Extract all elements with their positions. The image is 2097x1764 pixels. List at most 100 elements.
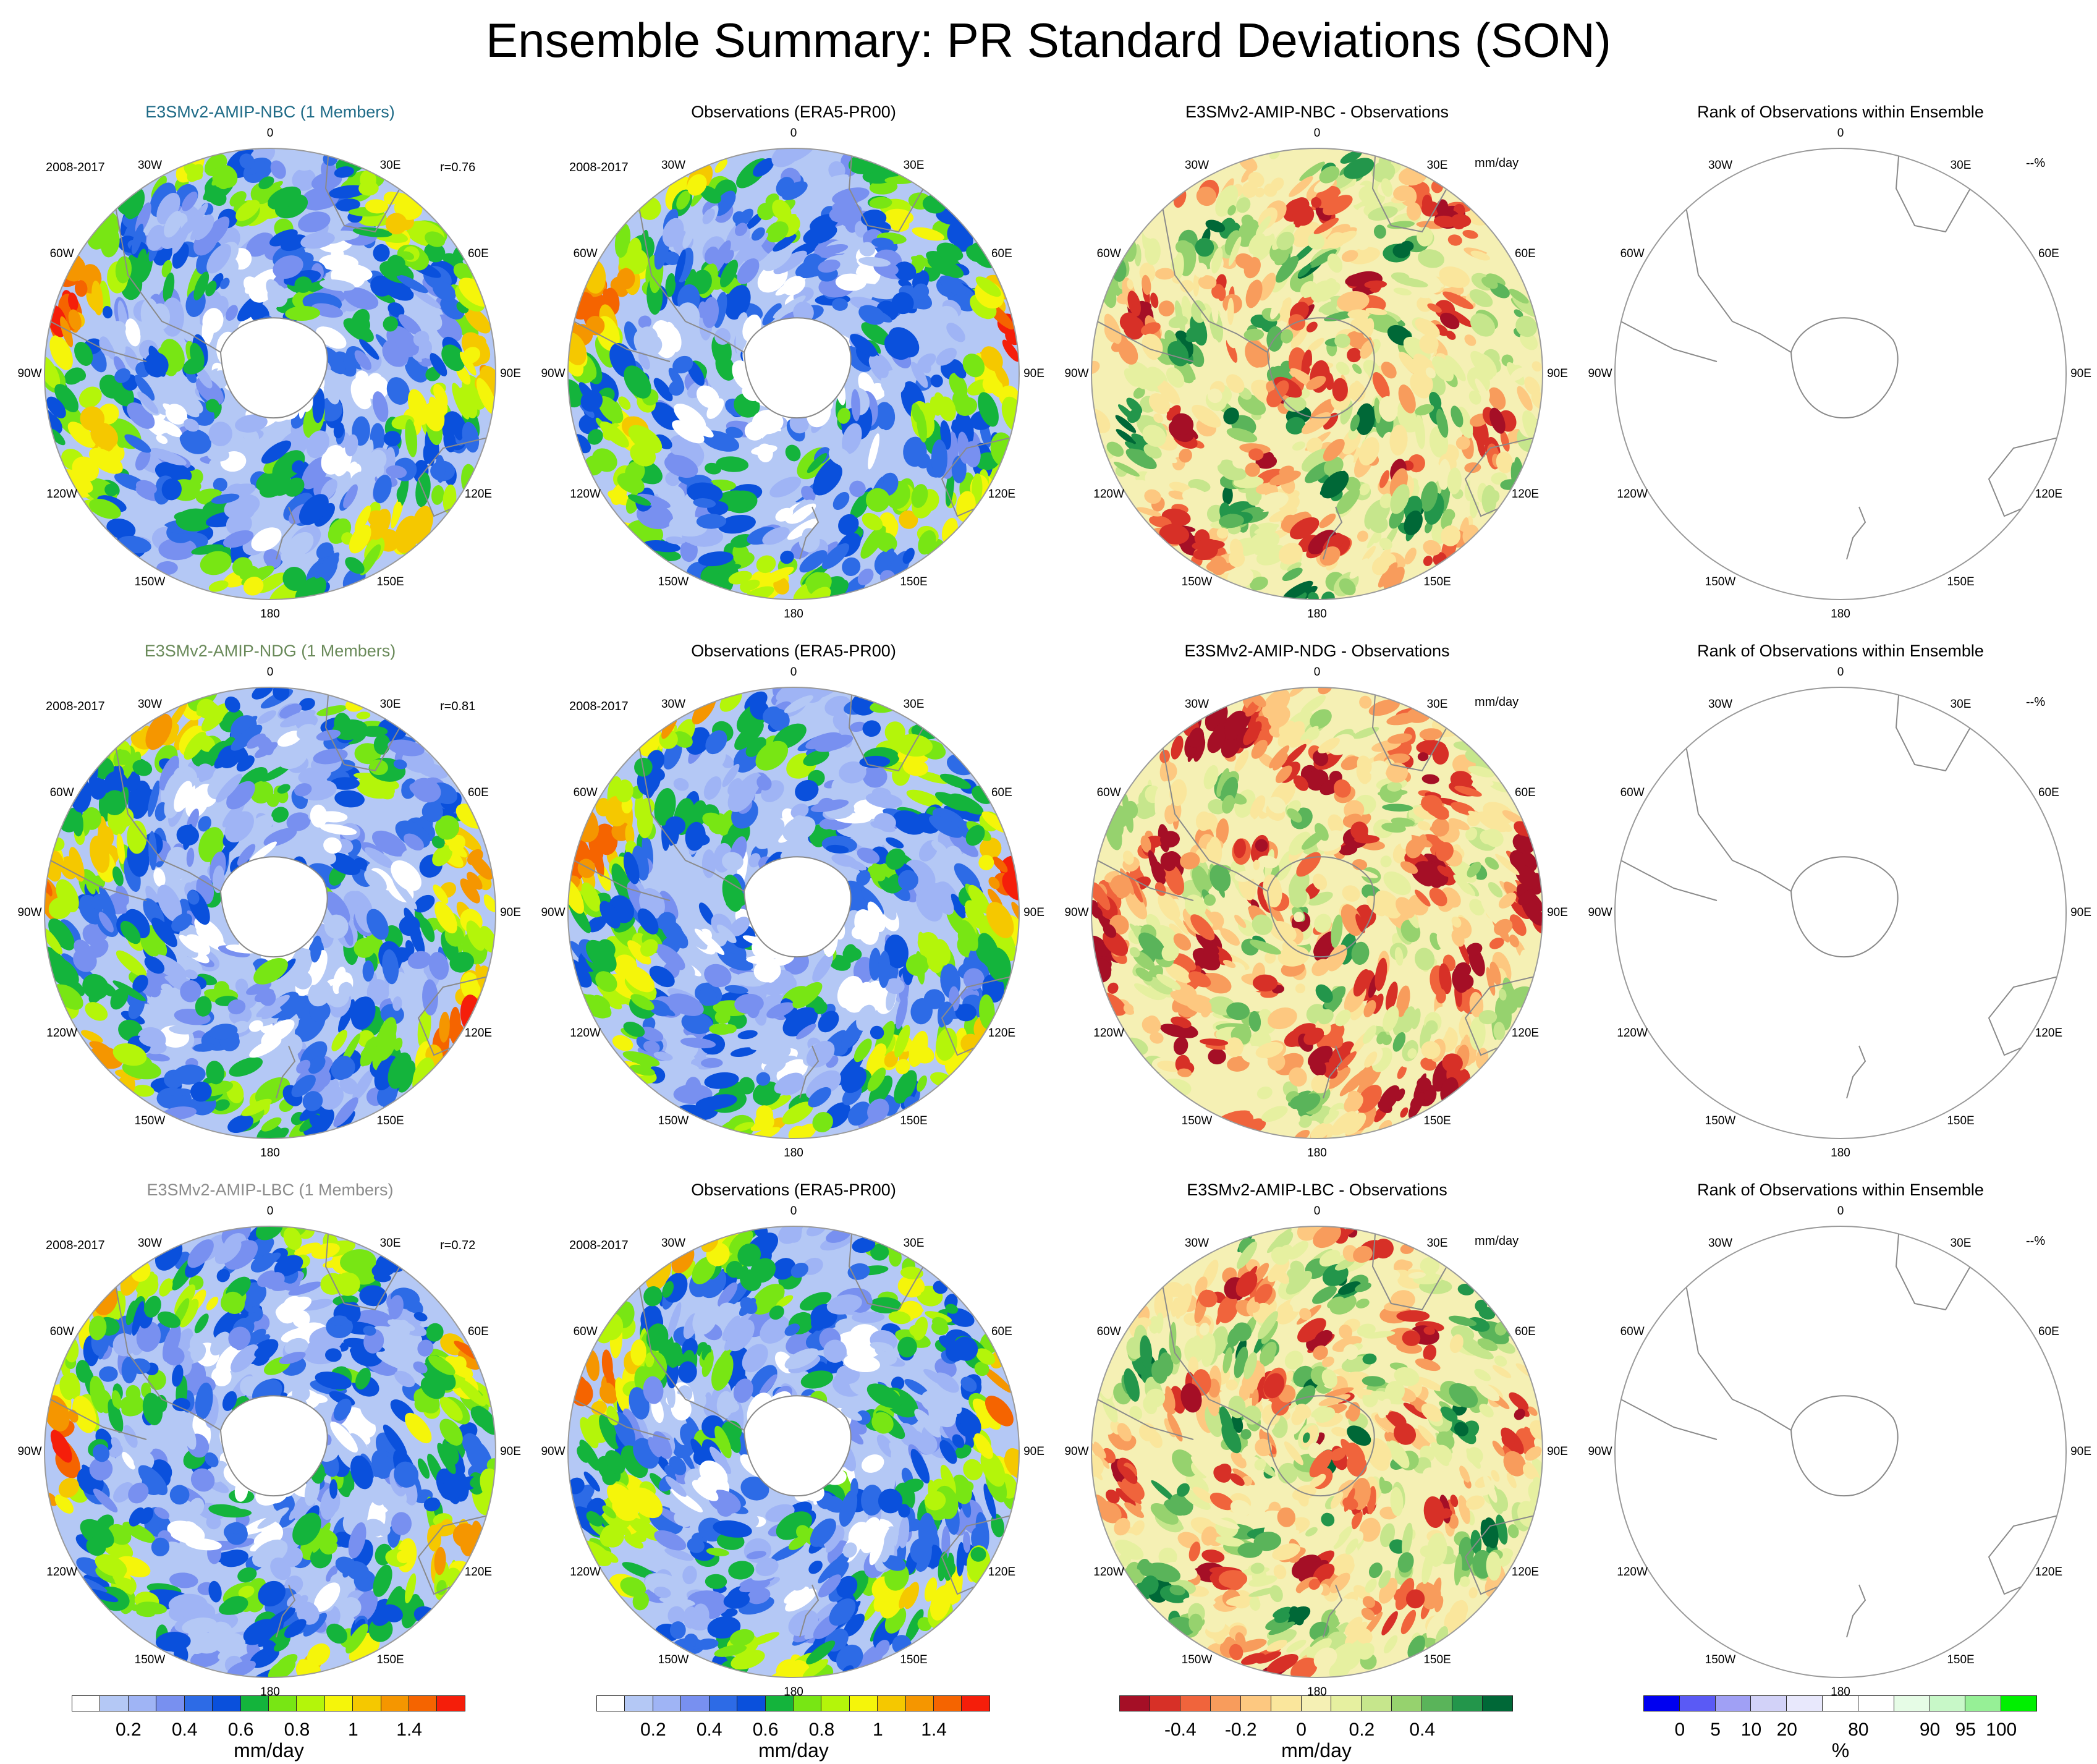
- colorbar-swatch: [1270, 1695, 1302, 1711]
- longitude-label: 120W: [1093, 487, 1124, 501]
- panel-title: Observations (ERA5-PR00): [691, 642, 896, 660]
- longitude-label: 60W: [49, 1325, 74, 1338]
- colorbar-swatch: [1331, 1695, 1362, 1711]
- longitude-label: 90E: [1547, 1445, 1568, 1458]
- rank-unit-label: --%: [2026, 156, 2046, 170]
- longitude-label: 30W: [137, 159, 163, 172]
- colorbar-swatch: [1679, 1695, 1716, 1711]
- period-label: 2008-2017: [569, 1239, 629, 1252]
- longitude-label: 120E: [988, 487, 1016, 501]
- colorbar-tick-label: 0.4: [1409, 1719, 1436, 1740]
- longitude-label: 0: [266, 1205, 274, 1218]
- longitude-label: 150W: [658, 575, 689, 588]
- longitude-label: 150W: [134, 575, 166, 588]
- longitude-label: 30E: [379, 1237, 401, 1250]
- longitude-label: 30W: [137, 698, 163, 711]
- colorbar-swatch: [1965, 1695, 2002, 1711]
- longitude-label: 30W: [1708, 698, 1733, 711]
- longitude-label: 90W: [1064, 906, 1089, 919]
- colorbar-tick-label: 1.4: [921, 1719, 947, 1740]
- longitude-label: 30W: [1184, 1237, 1209, 1250]
- longitude-label: 60W: [1096, 247, 1121, 260]
- rank-unit-label: --%: [2026, 695, 2046, 709]
- correlation-label: r=0.76: [440, 161, 476, 174]
- longitude-label: 90W: [1064, 367, 1089, 380]
- polar-map: [1614, 1226, 2067, 1678]
- longitude-label: 60E: [467, 786, 489, 799]
- map-boundary: [1091, 148, 1543, 600]
- longitude-label: 0: [1837, 666, 1844, 679]
- longitude-label: 60W: [49, 786, 74, 799]
- longitude-label: 120W: [46, 487, 77, 501]
- longitude-label: 0: [790, 127, 797, 140]
- longitude-label: 120E: [2035, 1565, 2063, 1579]
- longitude-label: 60W: [1096, 1325, 1121, 1338]
- polar-map: [1091, 1226, 1543, 1678]
- map-field: [44, 1226, 496, 1677]
- polar-map: [567, 687, 1020, 1139]
- longitude-label: 150E: [376, 1114, 404, 1127]
- longitude-label: 120W: [1093, 1026, 1124, 1040]
- longitude-label: 120E: [464, 487, 493, 501]
- colorbar-unit-label: mm/day: [1281, 1739, 1352, 1762]
- longitude-label: 180: [1307, 1686, 1327, 1698]
- polar-map: [1091, 148, 1543, 600]
- colorbar-swatch: [1750, 1695, 1787, 1711]
- longitude-label: 30W: [1184, 159, 1209, 172]
- longitude-label: 180: [260, 1147, 280, 1160]
- colorbar-swatch: [240, 1695, 269, 1711]
- colorbar-swatch: [436, 1695, 465, 1711]
- longitude-label: 30E: [1950, 159, 1972, 172]
- longitude-label: 30E: [1950, 1237, 1972, 1250]
- panel-title: Observations (ERA5-PR00): [691, 103, 896, 121]
- longitude-label: 150W: [134, 1114, 166, 1127]
- colorbar-swatch: [1209, 1695, 1241, 1711]
- colorbar-unit-label: %: [1831, 1739, 1850, 1762]
- longitude-label: 90E: [1023, 906, 1044, 919]
- colorbar-swatch: [1857, 1695, 1894, 1711]
- longitude-label: 90W: [1064, 1445, 1089, 1458]
- longitude-label: 30E: [903, 159, 925, 172]
- longitude-label: 60W: [1620, 247, 1645, 260]
- longitude-label: 150W: [1705, 1653, 1736, 1666]
- colorbar-swatch: [1714, 1695, 1752, 1711]
- longitude-label: 60W: [573, 247, 598, 260]
- coastline: [44, 1226, 496, 1638]
- longitude-label: 180: [1831, 608, 1850, 621]
- panel-title: E3SMv2-AMIP-NDG - Observations: [1184, 642, 1450, 660]
- longitude-label: 90W: [1588, 1445, 1612, 1458]
- longitude-label: 120W: [570, 487, 601, 501]
- longitude-label: 30W: [661, 1237, 686, 1250]
- map-field: [44, 687, 496, 1139]
- longitude-label: 60E: [991, 247, 1012, 260]
- colorbar-swatch: [1893, 1695, 1930, 1711]
- longitude-label: 60E: [991, 1325, 1012, 1338]
- longitude-label: 120E: [1511, 1565, 1540, 1579]
- colorbar-tick-label: 0.6: [752, 1719, 779, 1740]
- longitude-label: 90E: [2070, 367, 2091, 380]
- colorbar-swatch: [1643, 1695, 1680, 1711]
- longitude-label: 90W: [17, 1445, 42, 1458]
- coastline: [568, 148, 1019, 560]
- period-label: 2008-2017: [46, 700, 105, 713]
- correlation-label: r=0.81: [440, 700, 476, 713]
- longitude-label: 180: [1831, 1147, 1850, 1160]
- map-boundary: [1091, 1226, 1543, 1678]
- colorbar-swatch: [1119, 1695, 1150, 1711]
- std-colorbar-obs: 0.2 0.4 0.6 0.8 1 1.4 mm/day: [596, 1695, 990, 1763]
- longitude-label: 120W: [1617, 487, 1648, 501]
- map-boundary: [1614, 1226, 2067, 1678]
- longitude-label: 30W: [661, 698, 686, 711]
- longitude-label: 150W: [134, 1653, 166, 1666]
- longitude-label: 30E: [903, 698, 925, 711]
- colorbar-swatch: [324, 1695, 354, 1711]
- colorbar-unit-label: mm/day: [234, 1739, 304, 1762]
- longitude-label: 120W: [570, 1026, 601, 1040]
- longitude-label: 30E: [1426, 159, 1448, 172]
- longitude-label: 150W: [1181, 1114, 1213, 1127]
- colorbar-tick-label: -0.4: [1164, 1719, 1197, 1740]
- longitude-label: 30W: [1708, 159, 1733, 172]
- map-field: [1091, 1226, 1543, 1677]
- longitude-label: 30E: [379, 698, 401, 711]
- longitude-label: 150E: [1423, 1653, 1451, 1666]
